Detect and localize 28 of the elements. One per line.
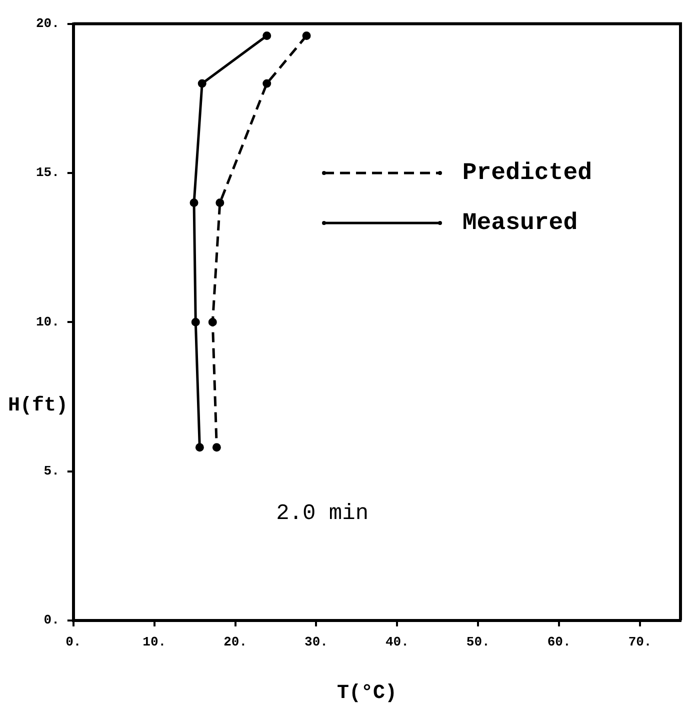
x-tick-label: 30. [304, 634, 328, 650]
point [262, 31, 272, 40]
x-axis-title: T(°C) [336, 682, 397, 705]
x-tick-label: 70. [628, 634, 652, 650]
y-axis-title: H(ft) [8, 394, 68, 418]
annotation: 2.0 min [276, 500, 369, 526]
point [198, 79, 206, 88]
x-tick-label: 10. [142, 634, 166, 650]
point [302, 31, 311, 40]
x-tick-label: 60. [547, 634, 571, 650]
point [190, 198, 198, 208]
legend-label: Measured [462, 210, 578, 236]
y-tick-label: 15. [36, 165, 60, 180]
x-tick-label: 40. [385, 634, 409, 650]
x-tick-label: 20. [224, 634, 247, 650]
y-tick-label: 5. [44, 464, 60, 479]
point [262, 79, 272, 88]
point [191, 318, 200, 326]
point [212, 443, 221, 452]
point [216, 198, 224, 208]
point [195, 443, 204, 452]
y-tick-label: 10. [36, 314, 60, 330]
x-tick-label: 0. [66, 634, 82, 650]
y-tick-label: 0. [44, 612, 60, 628]
y-tick-label: 20. [36, 16, 60, 32]
x-tick-label: 50. [466, 634, 490, 650]
legend-label: Predicted [462, 160, 592, 186]
point [208, 318, 217, 326]
